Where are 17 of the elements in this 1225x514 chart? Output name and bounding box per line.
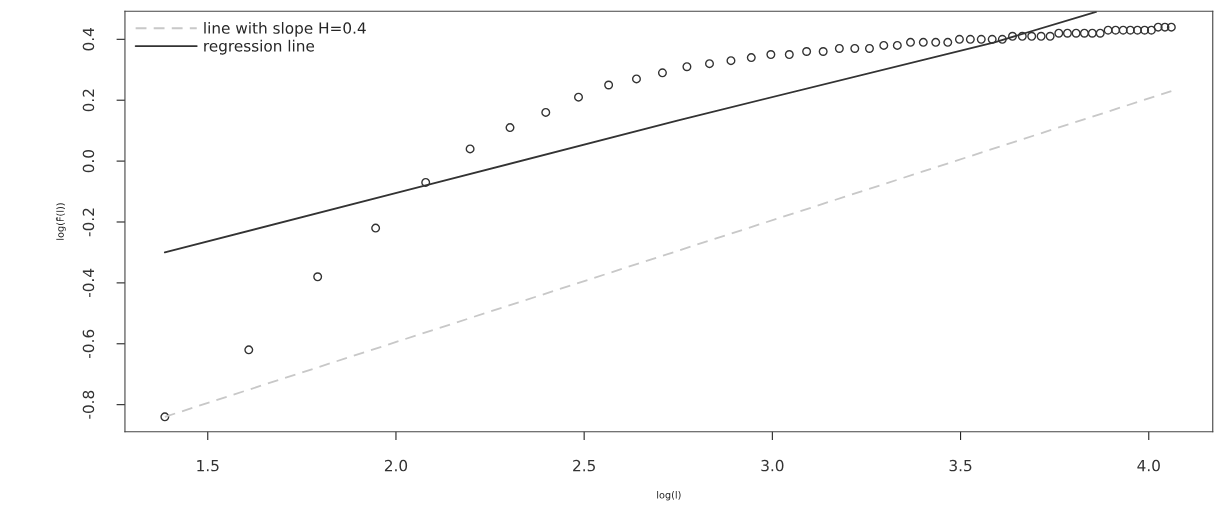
x-tick-label: 2.5: [573, 459, 595, 472]
x-axis-title: log(l): [657, 490, 681, 501]
y-axis-title: log(F̂(l)): [55, 203, 66, 240]
y-tick-label: 0.0: [82, 149, 95, 173]
x-tick-label: 3.5: [949, 459, 972, 472]
y-tick-label: -0.4: [82, 268, 95, 298]
legend-label: line with slope H=0.4: [204, 22, 366, 37]
x-tick-label: 4.0: [1137, 459, 1160, 472]
y-tick-label: 0.4: [82, 28, 95, 51]
y-tick-label: -0.6: [82, 329, 95, 358]
y-tick-label: -0.2: [82, 208, 95, 237]
x-tick-label: 2.0: [384, 459, 408, 472]
legend-label: regression line: [204, 39, 315, 55]
y-tick-label: 0.2: [82, 89, 95, 112]
x-tick-label: 3.0: [761, 459, 784, 472]
y-tick-label: -0.8: [82, 390, 95, 419]
x-tick-label: 1.5: [197, 460, 219, 472]
